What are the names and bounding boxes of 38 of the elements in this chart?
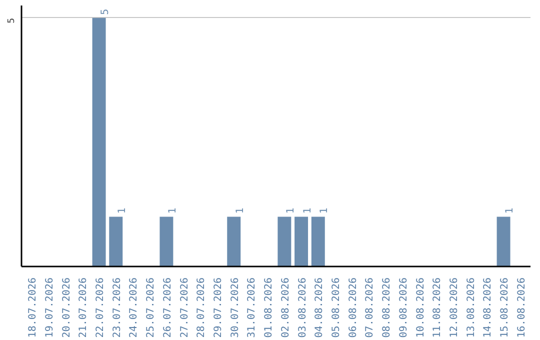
data-label: 1	[285, 208, 296, 214]
x-tick-label: 10.08.2026	[415, 277, 426, 338]
x-tick-label: 07.08.2026	[364, 277, 376, 338]
data-label: 1	[319, 208, 330, 214]
x-tick-label: 11.08.2026	[432, 277, 444, 338]
x-tick-label: 04.08.2026	[314, 277, 326, 338]
x-tick-label: 03.08.2026	[297, 277, 308, 338]
x-tick-label: 23.07.2026	[112, 277, 123, 338]
x-tick-label: 21.07.2026	[78, 277, 90, 338]
x-tick-label: 02.08.2026	[280, 277, 292, 338]
x-tick-label: 20.07.2026	[61, 277, 72, 338]
x-tick-label: 28.07.2026	[196, 277, 208, 338]
x-tick-label: 08.08.2026	[382, 277, 393, 338]
data-label: 1	[167, 208, 178, 214]
data-label: 5	[100, 8, 112, 15]
x-tick-label: 27.07.2026	[179, 277, 190, 338]
x-tick-label: 25.07.2026	[146, 277, 157, 338]
x-tick-label: 12.08.2026	[448, 277, 460, 338]
x-tick-label: 22.07.2026	[95, 277, 106, 338]
x-tick-label: 15.08.2026	[500, 277, 511, 338]
x-tick-label: 13.08.2026	[466, 277, 477, 338]
x-tick-label: 31.07.2026	[246, 277, 258, 338]
x-tick-label: 19.07.2026	[44, 277, 56, 338]
data-label: 1	[504, 208, 516, 214]
x-tick-label: 16.08.2026	[516, 277, 528, 338]
data-label: 1	[234, 208, 246, 214]
data-label: 1	[116, 208, 128, 214]
x-tick-label: 18.07.2026	[28, 277, 39, 338]
x-tick-label: 26.07.2026	[162, 277, 174, 338]
x-tick-label: 06.08.2026	[348, 277, 359, 338]
x-tick-label: 01.08.2026	[264, 277, 275, 338]
x-tick-label: 09.08.2026	[398, 277, 410, 338]
x-tick-label: 30.07.2026	[230, 277, 241, 338]
x-tick-label: 14.08.2026	[482, 277, 494, 338]
x-tick-label: 05.08.2026	[330, 277, 342, 338]
x-tick-label: 29.07.2026	[213, 277, 224, 338]
data-label: 1	[302, 208, 314, 214]
x-tick-label: 24.07.2026	[128, 277, 140, 338]
